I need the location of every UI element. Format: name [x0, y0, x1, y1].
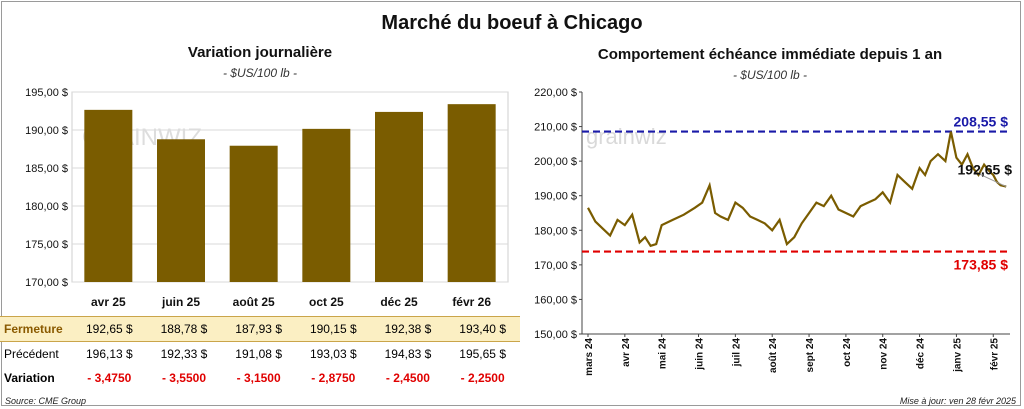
table-cell: 196,13 $: [85, 347, 133, 361]
table-cell: 192,38 $: [384, 322, 432, 336]
line-xtick-label: févr 25: [989, 338, 1000, 371]
table-cell: - 2,8750: [311, 371, 356, 385]
fermeture-row: Fermeture 192,65 $ 188,78 $ 187,93 $ 190,15 …: [0, 316, 520, 342]
left-chart-title: Variation journalière: [187, 44, 333, 61]
row-label: Fermeture: [4, 322, 63, 336]
line-xtick-label: mai 24: [658, 338, 669, 370]
line-xtick-label: août 24: [768, 338, 779, 373]
line-xtick-label: déc 24: [916, 338, 927, 370]
right-chart-unit: - $US/100 lb -: [732, 68, 808, 82]
bar-chart: 170,00 $ 175,00 $ 180,00 $ 185,00 $ 190,00 $…: [25, 87, 509, 309]
table-cell: - 2,2500: [460, 371, 505, 385]
bar-category-label: oct 25: [309, 295, 344, 309]
table-cell: - 3,4750: [87, 371, 132, 385]
line-xtick-label: sept 24: [805, 338, 816, 373]
line-xtick-label: mars 24: [584, 338, 595, 376]
bar-category-label: févr 26: [452, 295, 491, 309]
bar: [375, 111, 423, 282]
variation-row: Variation - 3,4750 - 3,5500 - 3,1500 - 2,875…: [0, 366, 520, 390]
line-ytick-label: 220,00 $: [534, 87, 577, 99]
bar-plot-area: [71, 91, 509, 283]
watermark: grainwiz: [586, 124, 667, 149]
table-cell: 187,93 $: [235, 322, 282, 336]
line-ytick-label: 180,00 $: [534, 225, 577, 237]
table-cell: 193,40 $: [459, 322, 506, 336]
last-value-label: 192,65 $: [958, 162, 1013, 178]
table-cell: - 3,5500: [161, 371, 206, 385]
price-line: [587, 131, 1007, 248]
bar: [302, 128, 351, 282]
line-ytick-label: 160,00 $: [534, 294, 577, 306]
line-xtick-label: juil 24: [731, 338, 742, 368]
bar: [84, 109, 133, 282]
line-xtick-label: avr 24: [621, 338, 632, 367]
table-cell: 193,03 $: [309, 347, 357, 361]
table-cell: 194,83 $: [384, 347, 432, 361]
bar-ytick-label: 175,00 $: [25, 239, 68, 251]
line-chart: 150,00 $ 160,00 $ 170,00 $ 180,00 $ 190,00 $…: [534, 87, 1013, 376]
bar-ytick-label: 185,00 $: [25, 163, 68, 175]
line-xtick-label: juin 24: [695, 338, 706, 371]
table-cell: 192,33 $: [160, 347, 208, 361]
table-cell: - 3,1500: [236, 371, 281, 385]
line-ytick-label: 170,00 $: [534, 260, 577, 272]
left-chart-unit: - $US/100 lb -: [222, 66, 298, 80]
bar: [447, 104, 496, 282]
update-note: Mise à jour: ven 28 févr 2025: [899, 396, 1016, 406]
bar-ytick-label: 190,00 $: [25, 125, 68, 137]
price-table: Fermeture 192,65 $ 188,78 $ 187,93 $ 190,15 …: [0, 316, 520, 390]
right-chart-title: Comportement échéance immédiate depuis 1…: [597, 46, 943, 63]
bar-category-label: déc 25: [380, 295, 418, 309]
main-title: Marché du boeuf à Chicago: [381, 12, 643, 34]
last-value-leader: [975, 172, 1007, 188]
line-ytick-label: 210,00 $: [534, 122, 577, 134]
bar-category-label: août 25: [233, 295, 275, 309]
table-cell: 195,65 $: [459, 347, 506, 361]
line-ytick-label: 190,00 $: [534, 191, 577, 203]
row-label: Précédent: [4, 347, 59, 361]
source-note: Source: CME Group: [5, 396, 87, 406]
table-cell: - 2,4500: [385, 371, 430, 385]
precedent-row: Précédent 196,13 $ 192,33 $ 191,08 $ 193,03 …: [0, 342, 520, 367]
line-xtick-label: oct 24: [842, 338, 853, 367]
line-ytick-label: 150,00 $: [534, 329, 577, 341]
bar-category-label: avr 25: [91, 295, 126, 309]
bar: [157, 139, 205, 282]
bar-ytick-label: 180,00 $: [25, 201, 68, 213]
row-label: Variation: [4, 371, 55, 385]
table-cell: 192,65 $: [85, 322, 133, 336]
table-cell: 190,15 $: [309, 322, 357, 336]
bar: [229, 145, 278, 282]
line-xtick-label: nov 24: [879, 338, 890, 370]
table-cell: 188,78 $: [160, 322, 208, 336]
bar-ytick-label: 170,00 $: [25, 277, 68, 289]
line-xtick-label: janv 25: [952, 338, 963, 373]
line-ytick-label: 200,00 $: [534, 156, 577, 168]
table-cell: 191,08 $: [235, 347, 282, 361]
high-reference-label: 208,55 $: [954, 114, 1009, 130]
bar-category-label: juin 25: [161, 295, 200, 309]
bar-ytick-label: 195,00 $: [25, 87, 68, 99]
low-reference-label: 173,85 $: [954, 257, 1009, 273]
